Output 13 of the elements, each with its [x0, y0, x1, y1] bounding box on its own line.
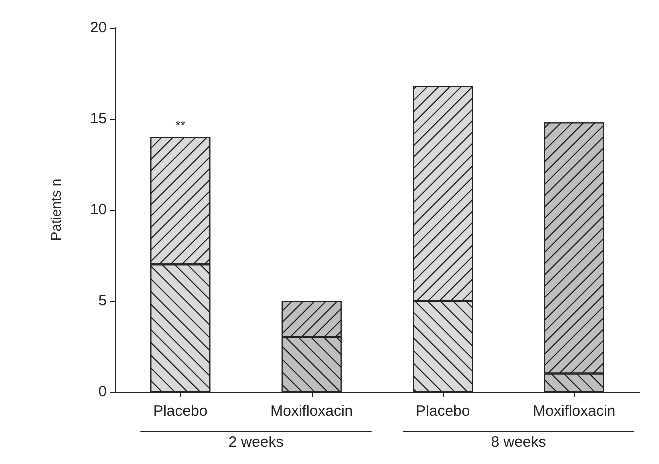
x-tick-label: Placebo: [416, 403, 470, 420]
y-tick-label: 15: [90, 110, 107, 128]
y-tick-label: 0: [98, 384, 107, 400]
text: 8 weeks: [491, 434, 546, 451]
data-label: **: [176, 118, 186, 134]
y-tick-label: 5: [98, 292, 107, 310]
y-tick-label: 10: [90, 202, 107, 218]
y-axis-title: Patients n: [48, 178, 64, 242]
x-tick-label: Placebo: [154, 403, 208, 420]
text: 2 weeks: [228, 434, 284, 451]
y-tick-label: 20: [90, 20, 107, 36]
x-tick-label: Moxifloxacin: [270, 403, 354, 420]
x-tick-label: Moxifloxacin: [533, 403, 616, 420]
